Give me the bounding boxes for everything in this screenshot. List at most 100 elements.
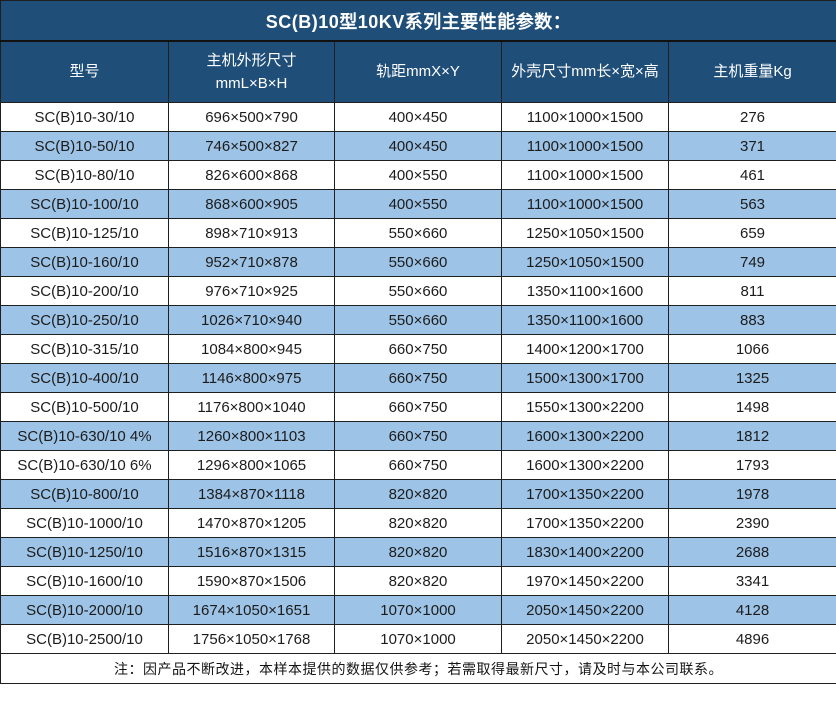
cell-model: SC(B)10-30/10 xyxy=(0,102,169,132)
column-header-shell-dimensions: 外壳尺寸mm长×宽×高 xyxy=(501,40,669,103)
title-row: SC(B)10型10KV系列主要性能参数： xyxy=(0,0,836,42)
table-row: SC(B)10-50/10 746×500×827 400×450 1100×1000… xyxy=(0,131,836,161)
cell-shell-dimensions: 1250×1050×1500 xyxy=(501,247,669,277)
cell-main-dimensions: 1756×1050×1768 xyxy=(168,624,335,654)
cell-shell-dimensions: 1350×1100×1600 xyxy=(501,305,669,335)
column-header-weight: 主机重量Kg xyxy=(668,40,836,103)
cell-shell-dimensions: 1100×1000×1500 xyxy=(501,102,669,132)
cell-shell-dimensions: 2050×1450×2200 xyxy=(501,624,669,654)
cell-rail-gauge: 550×660 xyxy=(334,276,502,306)
cell-model: SC(B)10-630/10 4% xyxy=(0,421,169,451)
cell-shell-dimensions: 1100×1000×1500 xyxy=(501,160,669,190)
cell-shell-dimensions: 1550×1300×2200 xyxy=(501,392,669,422)
cell-model: SC(B)10-160/10 xyxy=(0,247,169,277)
cell-rail-gauge: 550×660 xyxy=(334,247,502,277)
cell-rail-gauge: 820×820 xyxy=(334,566,502,596)
cell-weight: 2390 xyxy=(668,508,836,538)
cell-rail-gauge: 1070×1000 xyxy=(334,595,502,625)
cell-shell-dimensions: 1600×1300×2200 xyxy=(501,450,669,480)
cell-rail-gauge: 550×660 xyxy=(334,218,502,248)
cell-weight: 276 xyxy=(668,102,836,132)
table-row: SC(B)10-100/10 868×600×905 400×550 1100×100… xyxy=(0,189,836,219)
cell-model: SC(B)10-125/10 xyxy=(0,218,169,248)
cell-main-dimensions: 1260×800×1103 xyxy=(168,421,335,451)
cell-model: SC(B)10-315/10 xyxy=(0,334,169,364)
table-row: SC(B)10-630/10 4% 1260×800×1103 660×750 160… xyxy=(0,421,836,451)
cell-rail-gauge: 400×450 xyxy=(334,102,502,132)
cell-weight: 1978 xyxy=(668,479,836,509)
table-row: SC(B)10-125/10 898×710×913 550×660 1250×105… xyxy=(0,218,836,248)
cell-model: SC(B)10-500/10 xyxy=(0,392,169,422)
table-row: SC(B)10-200/10 976×710×925 550×660 1350×110… xyxy=(0,276,836,306)
footer-row: 注：因产品不断改进，本样本提供的数据仅供参考；若需取得最新尺寸，请及时与本公司联… xyxy=(0,653,836,684)
column-header-rail-gauge: 轨距mmX×Y xyxy=(334,40,502,103)
cell-shell-dimensions: 1600×1300×2200 xyxy=(501,421,669,451)
cell-shell-dimensions: 1970×1450×2200 xyxy=(501,566,669,596)
cell-weight: 2688 xyxy=(668,537,836,567)
cell-model: SC(B)10-1250/10 xyxy=(0,537,169,567)
cell-shell-dimensions: 1400×1200×1700 xyxy=(501,334,669,364)
cell-model: SC(B)10-250/10 xyxy=(0,305,169,335)
cell-rail-gauge: 400×550 xyxy=(334,189,502,219)
cell-main-dimensions: 696×500×790 xyxy=(168,102,335,132)
cell-model: SC(B)10-200/10 xyxy=(0,276,169,306)
cell-rail-gauge: 660×750 xyxy=(334,363,502,393)
cell-model: SC(B)10-800/10 xyxy=(0,479,169,509)
table-row: SC(B)10-1600/10 1590×870×1506 820×820 1970×… xyxy=(0,566,836,596)
table-row: SC(B)10-400/10 1146×800×975 660×750 1500×13… xyxy=(0,363,836,393)
spec-table-foot: 注：因产品不断改进，本样本提供的数据仅供参考；若需取得最新尺寸，请及时与本公司联… xyxy=(0,653,836,684)
table-row: SC(B)10-800/10 1384×870×1118 820×820 1700×1… xyxy=(0,479,836,509)
cell-weight: 1812 xyxy=(668,421,836,451)
cell-weight: 4128 xyxy=(668,595,836,625)
cell-weight: 1325 xyxy=(668,363,836,393)
cell-shell-dimensions: 2050×1450×2200 xyxy=(501,595,669,625)
cell-model: SC(B)10-80/10 xyxy=(0,160,169,190)
cell-weight: 1498 xyxy=(668,392,836,422)
cell-rail-gauge: 820×820 xyxy=(334,537,502,567)
table-row: SC(B)10-2500/10 1756×1050×1768 1070×1000 20… xyxy=(0,624,836,654)
cell-model: SC(B)10-400/10 xyxy=(0,363,169,393)
cell-main-dimensions: 1084×800×945 xyxy=(168,334,335,364)
cell-main-dimensions: 1384×870×1118 xyxy=(168,479,335,509)
page-title: SC(B)10型10KV系列主要性能参数： xyxy=(0,0,836,42)
table-row: SC(B)10-630/10 6% 1296×800×1065 660×750 160… xyxy=(0,450,836,480)
spec-table-body: SC(B)10-30/10 696×500×790 400×450 1100×1000… xyxy=(0,102,836,654)
cell-weight: 563 xyxy=(668,189,836,219)
cell-model: SC(B)10-630/10 6% xyxy=(0,450,169,480)
column-header-main-dimensions: 主机外形尺寸 mmL×B×H xyxy=(168,40,335,103)
cell-model: SC(B)10-50/10 xyxy=(0,131,169,161)
cell-rail-gauge: 820×820 xyxy=(334,479,502,509)
cell-rail-gauge: 550×660 xyxy=(334,305,502,335)
table-row: SC(B)10-80/10 826×600×868 400×550 1100×1000… xyxy=(0,160,836,190)
table-row: SC(B)10-250/10 1026×710×940 550×660 1350×11… xyxy=(0,305,836,335)
cell-rail-gauge: 400×450 xyxy=(334,131,502,161)
cell-shell-dimensions: 1250×1050×1500 xyxy=(501,218,669,248)
cell-model: SC(B)10-2000/10 xyxy=(0,595,169,625)
cell-shell-dimensions: 1350×1100×1600 xyxy=(501,276,669,306)
cell-model: SC(B)10-2500/10 xyxy=(0,624,169,654)
cell-rail-gauge: 660×750 xyxy=(334,334,502,364)
table-row: SC(B)10-160/10 952×710×878 550×660 1250×105… xyxy=(0,247,836,277)
cell-weight: 883 xyxy=(668,305,836,335)
spec-table-head: SC(B)10型10KV系列主要性能参数： 型号 主机外形尺寸 mmL×B×H … xyxy=(0,0,836,103)
table-row: SC(B)10-500/10 1176×800×1040 660×750 1550×1… xyxy=(0,392,836,422)
cell-main-dimensions: 868×600×905 xyxy=(168,189,335,219)
table-row: SC(B)10-1250/10 1516×870×1315 820×820 1830×… xyxy=(0,537,836,567)
cell-shell-dimensions: 1700×1350×2200 xyxy=(501,479,669,509)
cell-main-dimensions: 1590×870×1506 xyxy=(168,566,335,596)
cell-shell-dimensions: 1830×1400×2200 xyxy=(501,537,669,567)
cell-shell-dimensions: 1700×1350×2200 xyxy=(501,508,669,538)
cell-rail-gauge: 660×750 xyxy=(334,421,502,451)
cell-main-dimensions: 746×500×827 xyxy=(168,131,335,161)
cell-main-dimensions: 1296×800×1065 xyxy=(168,450,335,480)
cell-weight: 811 xyxy=(668,276,836,306)
cell-weight: 1793 xyxy=(668,450,836,480)
table-row: SC(B)10-2000/10 1674×1050×1651 1070×1000 20… xyxy=(0,595,836,625)
cell-main-dimensions: 1516×870×1315 xyxy=(168,537,335,567)
cell-shell-dimensions: 1100×1000×1500 xyxy=(501,189,669,219)
cell-main-dimensions: 1674×1050×1651 xyxy=(168,595,335,625)
cell-main-dimensions: 1470×870×1205 xyxy=(168,508,335,538)
cell-main-dimensions: 1146×800×975 xyxy=(168,363,335,393)
cell-weight: 1066 xyxy=(668,334,836,364)
